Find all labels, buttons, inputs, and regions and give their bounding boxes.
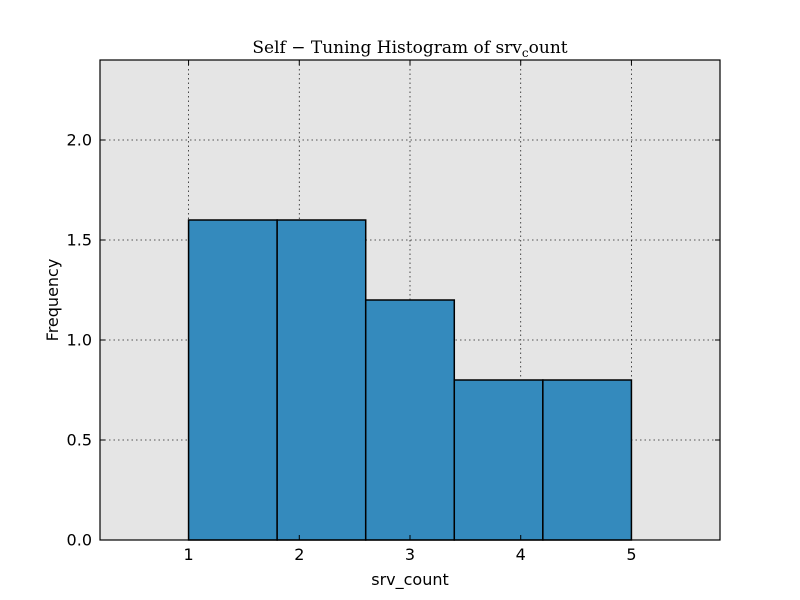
y-tick-label: 0.5 <box>67 431 92 450</box>
x-tick-label: 4 <box>516 545 526 564</box>
x-axis-label: srv_count <box>371 570 449 590</box>
histogram-bar <box>364 299 456 541</box>
x-tick-label: 5 <box>626 545 636 564</box>
y-tick-label: 0.0 <box>67 531 92 550</box>
chart-title: Self − Tuning Histogram of srvcount <box>252 38 567 60</box>
y-tick-label: 1.5 <box>67 231 92 250</box>
y-tick-label: 2.0 <box>67 131 92 150</box>
x-tick-label: 3 <box>405 545 415 564</box>
axis-ticks: 1 2 3 4 5 0.0 0.5 1.0 1.5 2.0 <box>67 60 720 564</box>
y-axis-label: Frequency <box>43 259 62 342</box>
histogram-bars <box>187 219 633 541</box>
histogram-bar <box>542 379 633 541</box>
y-tick-label: 1.0 <box>67 331 92 350</box>
histogram-bar <box>453 379 544 541</box>
x-tick-label: 1 <box>183 545 193 564</box>
histogram-bar <box>276 219 367 541</box>
x-tick-label: 2 <box>294 545 304 564</box>
chart-title-suffix: ount <box>529 38 568 58</box>
histogram-bar <box>187 219 278 541</box>
chart-title-subscript: c <box>522 46 529 60</box>
